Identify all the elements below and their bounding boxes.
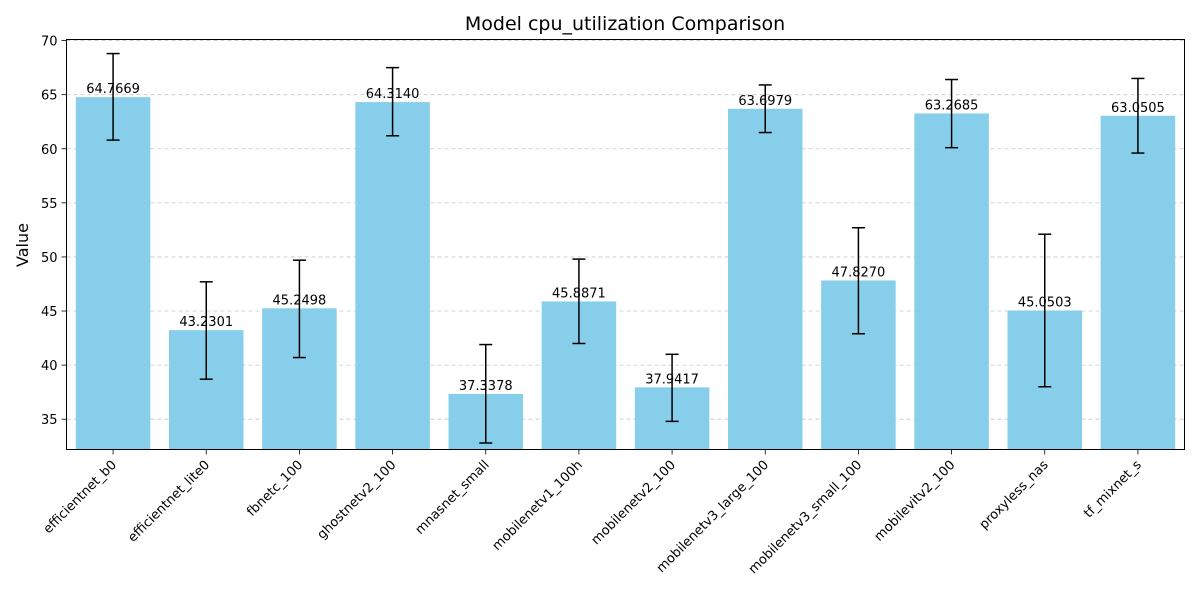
bars-layer <box>75 97 1176 450</box>
y-tick-label: 50 <box>41 251 58 266</box>
y-tick-label: 70 <box>41 35 58 50</box>
y-axis-label: Value <box>13 223 32 267</box>
bar <box>75 97 151 450</box>
data-label: 37.9417 <box>645 372 699 387</box>
data-label: 64.7669 <box>86 82 140 97</box>
data-label: 63.6979 <box>738 94 792 109</box>
x-tick-label: efficientnet_b0 <box>41 458 120 537</box>
data-label: 45.8871 <box>552 286 606 301</box>
data-label: 37.3378 <box>459 379 513 394</box>
chart-title: Model cpu_utilization Comparison <box>465 13 785 35</box>
bar <box>1100 115 1176 450</box>
data-label: 47.8270 <box>832 265 886 280</box>
data-label: 63.2685 <box>925 98 979 113</box>
y-tick-label: 65 <box>41 89 58 104</box>
value-labels-layer: 64.7669 43.2301 45.2498 64.3140 37.3378 45.88… <box>86 82 1165 394</box>
x-tick-label: tf_mixnet_s <box>1081 458 1145 522</box>
grid-layer <box>66 40 1185 420</box>
x-tick-label: ghostnetv2_100 <box>315 458 400 543</box>
data-label: 63.0505 <box>1111 101 1165 116</box>
x-axis: efficientnet_b0 efficientnet_lite0 fbnetc_… <box>41 449 1145 577</box>
bar <box>355 102 430 450</box>
bar <box>727 108 803 450</box>
x-tick-label: mobilevitv2_100 <box>872 458 959 545</box>
x-tick-label: mnasnet_small <box>413 458 493 538</box>
x-tick-label: mobilenetv2_100 <box>589 458 679 548</box>
data-label: 45.0503 <box>1018 295 1072 310</box>
data-label: 45.2498 <box>273 293 327 308</box>
x-tick-label: fbnetc_100 <box>244 458 306 520</box>
plot-frame <box>66 39 1185 450</box>
data-label: 64.3140 <box>366 87 420 102</box>
y-axis: 35 40 45 50 55 60 65 70 <box>41 35 67 428</box>
y-tick-label: 40 <box>41 359 58 374</box>
error-bars-layer <box>106 52 1145 444</box>
x-tick-label: mobilenetv1_100h <box>490 458 586 554</box>
y-tick-label: 55 <box>41 197 58 212</box>
x-tick-label: proxyless_nas <box>977 458 1052 533</box>
y-tick-label: 60 <box>41 143 58 158</box>
y-tick-label: 45 <box>41 305 58 320</box>
bar <box>914 113 989 450</box>
y-tick-label: 35 <box>41 413 58 428</box>
x-tick-label: efficientnet_lite0 <box>125 458 213 546</box>
data-label: 43.2301 <box>179 315 233 330</box>
